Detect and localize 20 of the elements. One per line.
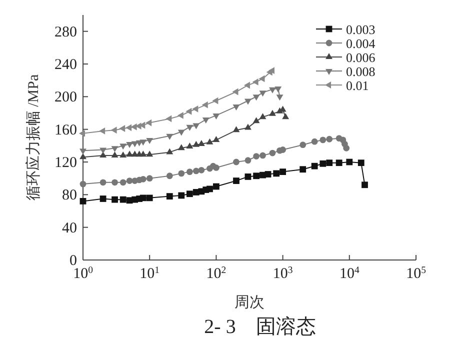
y-axis-title: 循环应力振幅 /MPa [25, 74, 42, 201]
y-tick-label: 240 [54, 57, 77, 73]
y-tick-label: 200 [54, 90, 77, 106]
legend-label: 0.008 [346, 64, 376, 79]
x-tick-label: 10$^{5}$ [406, 264, 426, 282]
x-axis-title: 周次 [234, 295, 264, 311]
y-tick-label: 80 [62, 188, 77, 204]
text: 2- 3 固溶态 [204, 316, 316, 338]
y-tick-label: 40 [62, 220, 77, 236]
legend-label: 0.01 [346, 78, 369, 93]
x-tick-label: 10$^{1}$ [140, 264, 160, 282]
legend-label: 0.006 [346, 50, 376, 65]
x-tick-label: 10$^{4}$ [339, 264, 360, 282]
y-tick-label: 160 [54, 122, 77, 138]
legend-label: 0.004 [346, 36, 376, 51]
y-tick-label: 280 [54, 24, 77, 40]
x-tick-label: 10$^{2}$ [206, 264, 226, 282]
x-tick-label: 10$^{3}$ [272, 264, 293, 282]
legend-label: 0.003 [346, 22, 376, 37]
y-tick-label: 120 [54, 155, 77, 171]
